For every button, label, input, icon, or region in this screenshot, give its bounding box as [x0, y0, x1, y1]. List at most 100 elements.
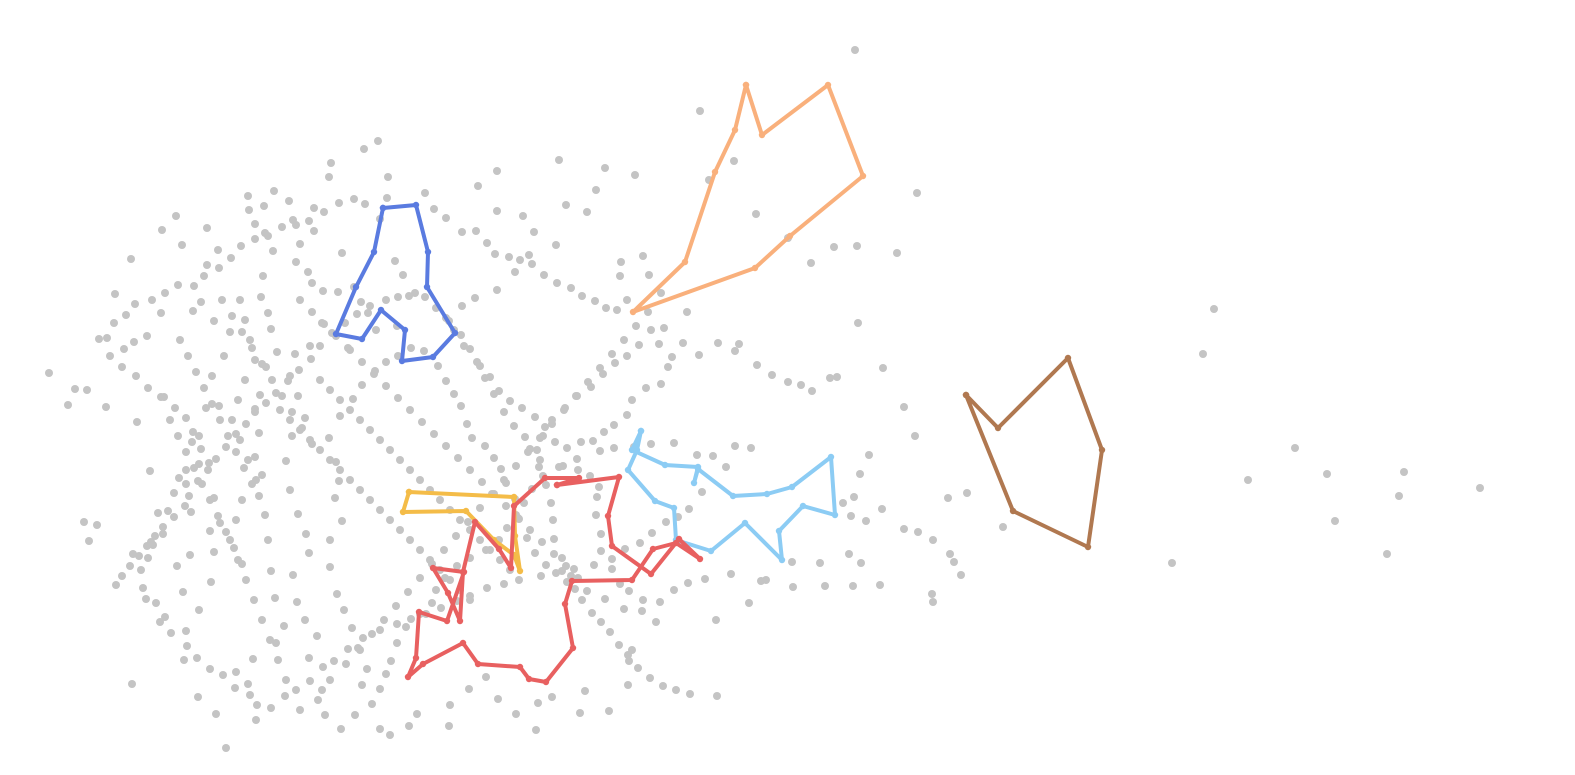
- background-point: [261, 511, 269, 519]
- background-point: [428, 599, 436, 607]
- background-point: [950, 558, 958, 566]
- background-point: [338, 249, 346, 257]
- background-point: [382, 670, 390, 678]
- background-point: [120, 345, 128, 353]
- background-point: [534, 699, 542, 707]
- background-point: [608, 350, 616, 358]
- background-point: [552, 241, 560, 249]
- background-point: [476, 362, 484, 370]
- background-point: [476, 504, 484, 512]
- background-point: [208, 400, 216, 408]
- background-point: [164, 507, 172, 515]
- background-point: [632, 322, 640, 330]
- background-point: [616, 272, 624, 280]
- background-point: [358, 381, 366, 389]
- background-point: [686, 690, 694, 698]
- background-point: [308, 279, 316, 287]
- trace-point: [400, 509, 406, 515]
- trace-point: [378, 307, 384, 313]
- background-point: [306, 342, 314, 350]
- background-point: [709, 452, 717, 460]
- background-point: [298, 424, 306, 432]
- background-point: [628, 396, 636, 404]
- background-point: [392, 602, 400, 610]
- background-point: [267, 567, 275, 575]
- background-point: [394, 293, 402, 301]
- background-point: [203, 261, 211, 269]
- background-point: [167, 629, 175, 637]
- background-point: [321, 711, 329, 719]
- background-point: [268, 376, 276, 384]
- background-point: [722, 463, 730, 471]
- background-point: [515, 576, 523, 584]
- background-point: [310, 227, 318, 235]
- trace-point: [457, 618, 463, 624]
- background-point: [747, 444, 755, 452]
- background-point: [326, 386, 334, 394]
- background-point: [471, 294, 479, 302]
- background-point: [563, 444, 571, 452]
- background-point: [393, 639, 401, 647]
- background-point: [278, 223, 286, 231]
- background-point: [541, 423, 549, 431]
- background-point: [657, 380, 665, 388]
- background-point: [605, 707, 613, 715]
- trace-point: [609, 543, 615, 549]
- background-point: [411, 289, 419, 297]
- background-point: [258, 360, 266, 368]
- background-point: [195, 606, 203, 614]
- background-point: [170, 513, 178, 521]
- background-point: [216, 519, 224, 527]
- background-points: [45, 46, 1484, 752]
- background-point: [294, 392, 302, 400]
- background-point: [192, 368, 200, 376]
- background-point: [171, 404, 179, 412]
- trace-point: [616, 474, 622, 480]
- background-point: [531, 413, 539, 421]
- background-point: [391, 257, 399, 265]
- background-point: [267, 704, 275, 712]
- trace-point: [860, 173, 866, 179]
- background-point: [220, 352, 228, 360]
- background-point: [393, 620, 401, 628]
- background-point: [166, 416, 174, 424]
- background-point: [446, 576, 454, 584]
- background-point: [190, 282, 198, 290]
- background-point: [1331, 517, 1339, 525]
- background-point: [264, 232, 272, 240]
- background-point: [639, 252, 647, 260]
- background-point: [142, 595, 150, 603]
- background-point: [326, 536, 334, 544]
- background-point: [464, 518, 472, 526]
- background-point: [500, 476, 508, 484]
- background-point: [549, 516, 557, 524]
- background-point: [376, 436, 384, 444]
- background-point: [530, 228, 538, 236]
- trace-series-2: [630, 82, 866, 315]
- background-point: [238, 560, 246, 568]
- background-point: [416, 546, 424, 554]
- background-point: [404, 588, 412, 596]
- background-point: [313, 632, 321, 640]
- background-point: [684, 579, 692, 587]
- background-point: [821, 582, 829, 590]
- trace-line: [966, 358, 1102, 547]
- background-point: [531, 549, 539, 557]
- background-point: [118, 572, 126, 580]
- trace-point: [402, 327, 408, 333]
- background-point: [335, 477, 343, 485]
- background-point: [308, 308, 316, 316]
- background-point: [194, 693, 202, 701]
- background-point: [292, 221, 300, 229]
- background-point: [617, 258, 625, 266]
- background-point: [326, 456, 334, 464]
- trace-point: [554, 482, 560, 488]
- background-point: [808, 387, 816, 395]
- background-point: [550, 535, 558, 543]
- background-point: [301, 414, 309, 422]
- background-point: [466, 466, 474, 474]
- background-point: [623, 296, 631, 304]
- background-point: [200, 384, 208, 392]
- background-point: [316, 446, 324, 454]
